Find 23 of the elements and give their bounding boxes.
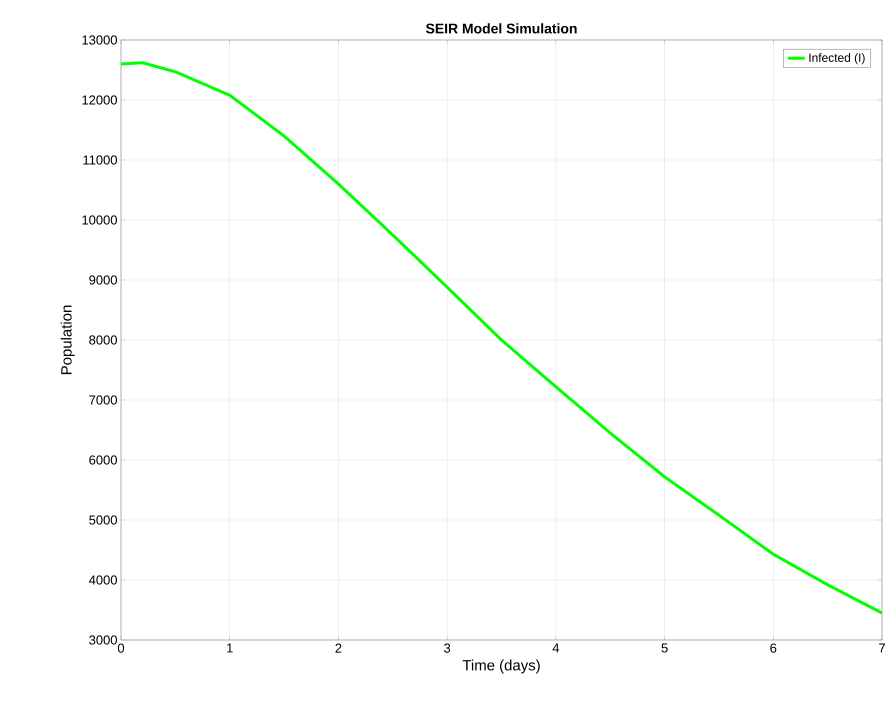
y-tick-label: 11000	[83, 155, 117, 165]
x-tick-label: 1	[227, 644, 233, 652]
y-tick-label: 10000	[82, 215, 117, 225]
y-tick-label: 7000	[89, 395, 117, 405]
y-tick-label: 9000	[89, 275, 117, 285]
x-tick-label: 2	[335, 644, 342, 653]
y-tick-label: 5000	[89, 515, 117, 525]
legend-label: Infected (I)	[809, 53, 865, 64]
y-tick-label: 3000	[89, 635, 117, 645]
x-tick-label: 0	[118, 644, 124, 653]
y-tick-label: 13000	[82, 35, 117, 45]
x-tick-label: 4	[552, 644, 560, 652]
x-axis-title: Time (days)	[462, 660, 540, 674]
chart-title: SEIR Model Simulation	[426, 23, 577, 34]
y-tick-label: 12000	[82, 95, 117, 105]
y-tick-label: 4000	[88, 575, 117, 585]
y-tick-label: 8000	[89, 335, 117, 345]
x-tick-label: 7	[879, 644, 885, 652]
x-tick-label: 3	[444, 644, 450, 653]
x-tick-label: 6	[770, 644, 776, 653]
y-tick-label: 6000	[89, 455, 117, 465]
y-axis-title: Population	[60, 306, 75, 374]
x-tick-label: 5	[661, 644, 668, 653]
